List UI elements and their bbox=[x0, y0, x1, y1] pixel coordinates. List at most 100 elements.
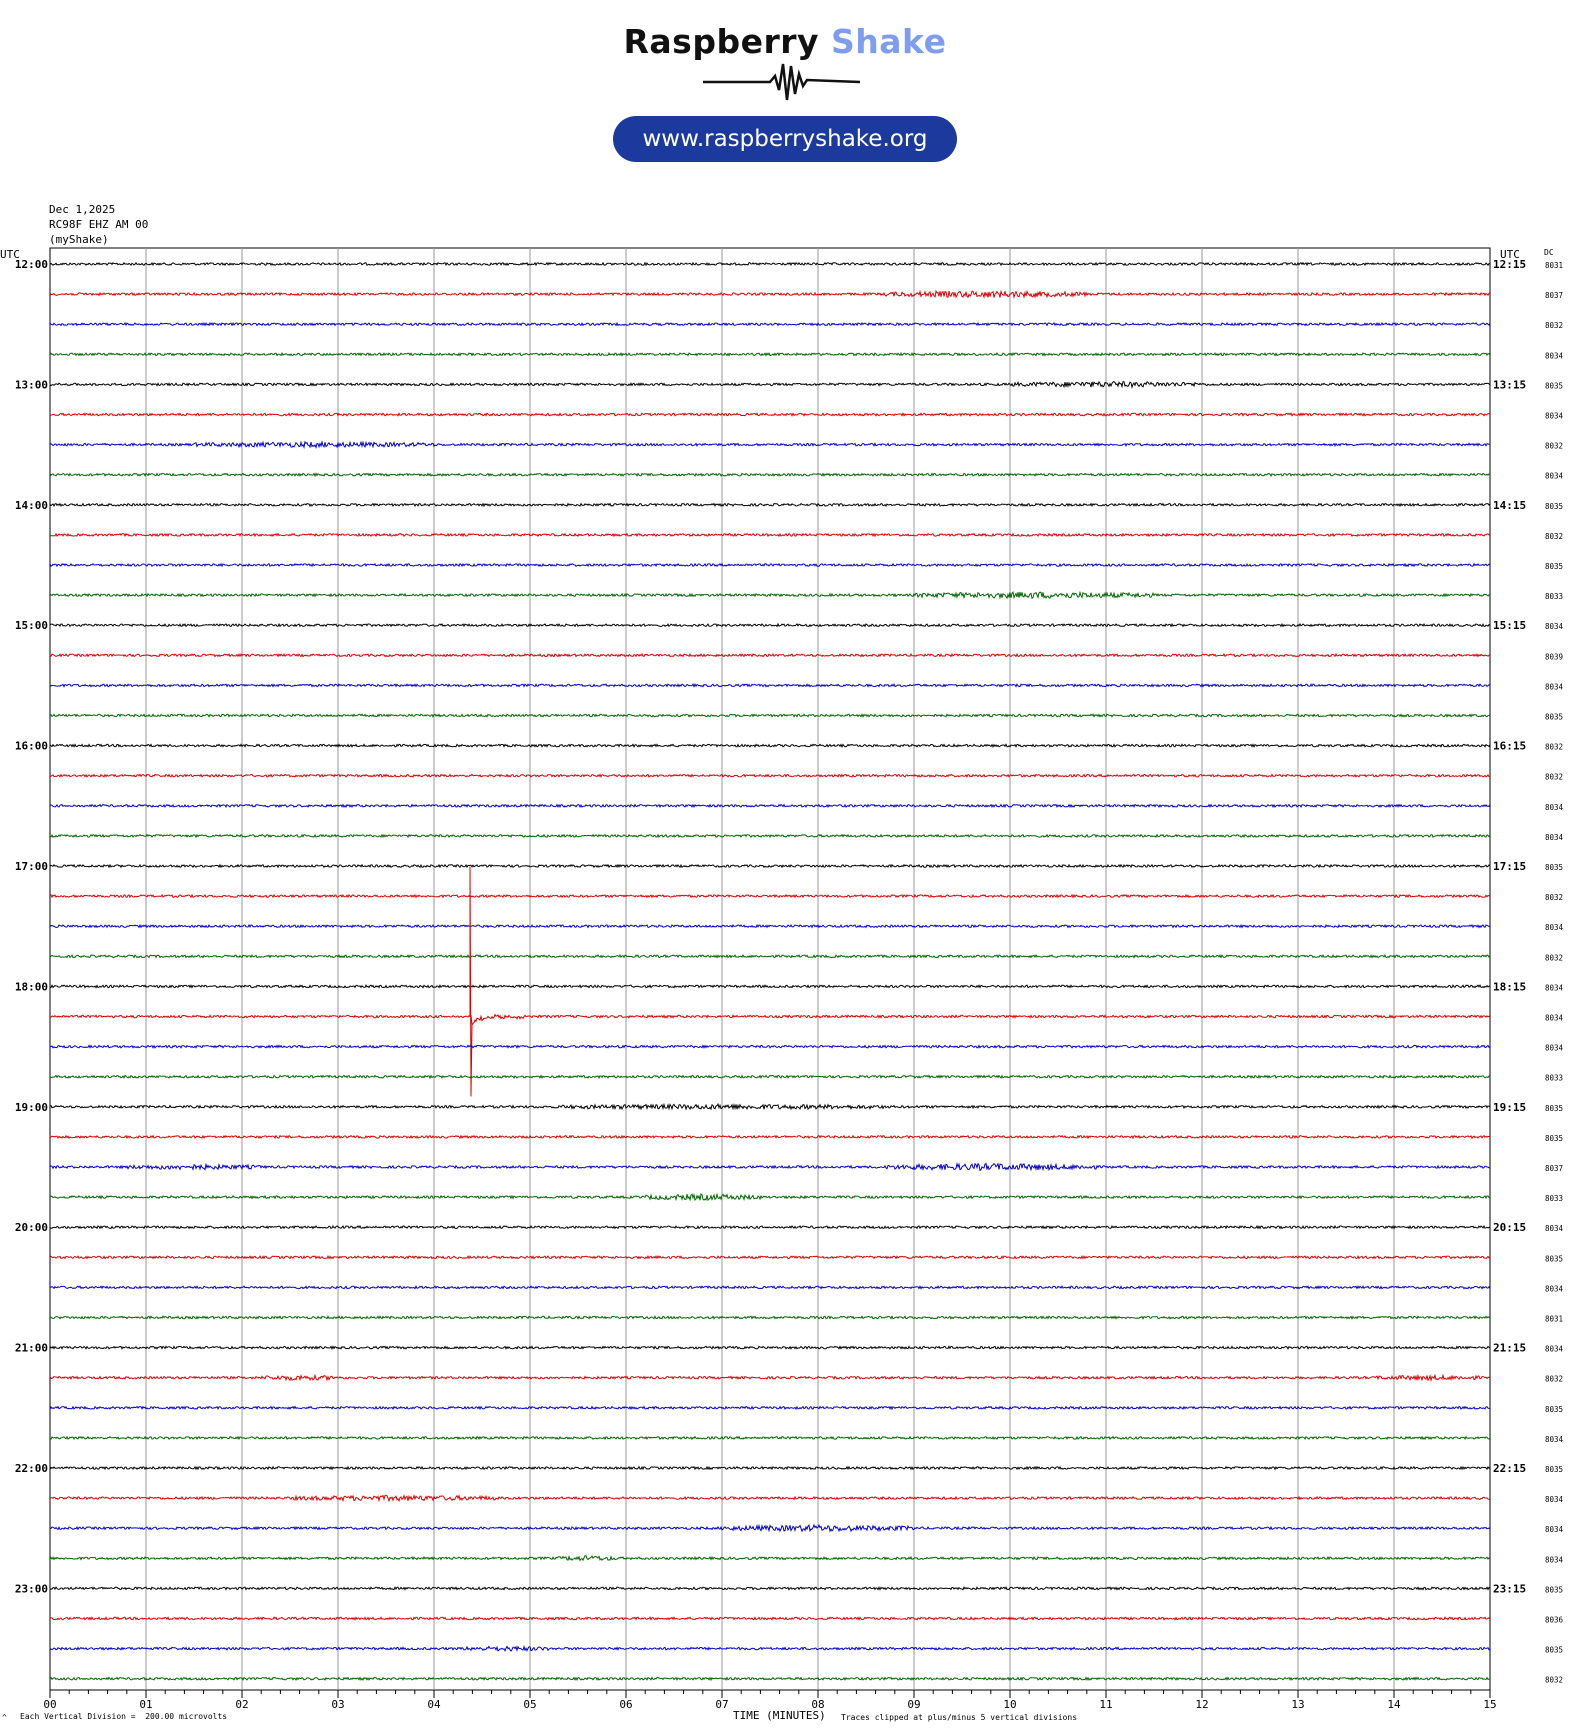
trace-line bbox=[49, 590, 1491, 600]
right-hour-label: 17:15 bbox=[1493, 860, 1526, 873]
trace-line bbox=[49, 622, 1491, 628]
website-url-badge[interactable]: www.raspberryshake.org bbox=[613, 116, 957, 162]
x-tick-label: 11 bbox=[1099, 1698, 1112, 1711]
x-tick-label: 03 bbox=[331, 1698, 344, 1711]
dc-offset-label: 8032 bbox=[1545, 442, 1563, 451]
left-hour-label: 22:00 bbox=[15, 1462, 48, 1475]
right-hour-label: 22:15 bbox=[1493, 1462, 1526, 1475]
left-hour-label: 12:00 bbox=[15, 258, 48, 271]
brand-name-raspberry: Raspberry bbox=[623, 22, 820, 61]
dc-offset-label: 8034 bbox=[1545, 923, 1564, 932]
trace-line bbox=[49, 773, 1491, 778]
dc-offset-label: 8034 bbox=[1545, 622, 1564, 631]
trace-line bbox=[49, 1644, 1491, 1653]
trace-line bbox=[49, 440, 1491, 449]
right-hour-label: 14:15 bbox=[1493, 499, 1526, 512]
trace-line bbox=[49, 1224, 1491, 1230]
left-hour-label: 23:00 bbox=[15, 1582, 48, 1595]
dc-offset-label: 8039 bbox=[1545, 652, 1563, 661]
dc-offset-label: 8035 bbox=[1545, 1646, 1563, 1655]
x-tick-label: 06 bbox=[619, 1698, 632, 1711]
corner-mark: ^ bbox=[2, 1713, 7, 1722]
left-hour-label: 18:00 bbox=[15, 980, 48, 993]
record-date: Dec 1,2025 bbox=[49, 203, 116, 216]
dc-offset-label: 8035 bbox=[1545, 502, 1563, 511]
right-hour-label: 20:15 bbox=[1493, 1221, 1526, 1234]
dc-offset-label: 8032 bbox=[1545, 532, 1563, 541]
x-tick-label: 10 bbox=[1003, 1698, 1016, 1711]
dc-offset-label: 8034 bbox=[1545, 1284, 1564, 1293]
dc-offset-label: 8034 bbox=[1545, 1014, 1564, 1023]
dc-offset-label: 8035 bbox=[1545, 1465, 1563, 1474]
dc-offset-label: 8037 bbox=[1545, 291, 1563, 300]
left-utc-label: UTC bbox=[0, 248, 20, 261]
dc-offset-label: 8032 bbox=[1545, 321, 1563, 330]
dc-offset-label: 8035 bbox=[1545, 863, 1563, 872]
dc-offset-label: 8034 bbox=[1545, 412, 1564, 421]
trace-line bbox=[49, 351, 1491, 357]
x-tick-label: 09 bbox=[907, 1698, 920, 1711]
trace-line bbox=[49, 1676, 1490, 1682]
trace-line bbox=[49, 1586, 1491, 1591]
trace-line bbox=[49, 412, 1491, 417]
dc-offset-label: 8032 bbox=[1545, 743, 1563, 752]
dc-offset-label: 8034 bbox=[1545, 351, 1564, 360]
dc-offset-label: 8033 bbox=[1545, 592, 1563, 601]
trace-line bbox=[49, 1254, 1491, 1260]
dc-offset-label: 8034 bbox=[1545, 833, 1564, 842]
trace-line bbox=[49, 1102, 1491, 1111]
trace-line bbox=[49, 321, 1491, 327]
dc-offset-label: 8037 bbox=[1545, 1164, 1563, 1173]
right-hour-label: 18:15 bbox=[1493, 980, 1526, 993]
trace-line bbox=[50, 1494, 1491, 1503]
trace-line bbox=[49, 1555, 1491, 1562]
x-tick-label: 15 bbox=[1483, 1698, 1496, 1711]
trace-line bbox=[49, 1345, 1491, 1351]
dc-offset-label: 8033 bbox=[1545, 1074, 1563, 1083]
dc-offset-label: 8035 bbox=[1545, 1254, 1563, 1263]
right-hour-label: 21:15 bbox=[1493, 1342, 1526, 1355]
x-tick-label: 14 bbox=[1387, 1698, 1401, 1711]
trace-line bbox=[49, 289, 1491, 300]
dc-offset-label: 8034 bbox=[1545, 1525, 1564, 1534]
trace-line bbox=[49, 1284, 1491, 1290]
brand-name-shake: Shake bbox=[831, 22, 947, 61]
x-tick-label: 08 bbox=[811, 1698, 824, 1711]
dc-offset-label: 8032 bbox=[1545, 953, 1563, 962]
trace-line bbox=[49, 1616, 1491, 1621]
trace-line bbox=[49, 682, 1491, 688]
dc-offset-label: 8034 bbox=[1545, 1224, 1564, 1233]
station-owner: (myShake) bbox=[49, 233, 109, 246]
x-tick-label: 00 bbox=[43, 1698, 56, 1711]
trace-line bbox=[49, 893, 1491, 899]
dc-offset-label: 8035 bbox=[1545, 1134, 1563, 1143]
trace-line bbox=[49, 1134, 1491, 1140]
trace-line bbox=[49, 1074, 1491, 1080]
dc-offset-label: 8033 bbox=[1545, 1194, 1563, 1203]
trace-line bbox=[49, 1373, 1491, 1383]
right-hour-label: 13:15 bbox=[1493, 378, 1526, 391]
dc-offset-label: 8034 bbox=[1545, 682, 1564, 691]
x-tick-label: 13 bbox=[1291, 1698, 1304, 1711]
dc-offset-label: 8032 bbox=[1545, 773, 1563, 782]
brand-title: Raspberry Shake bbox=[0, 22, 1570, 61]
x-tick-label: 04 bbox=[427, 1698, 441, 1711]
x-tick-label: 05 bbox=[523, 1698, 536, 1711]
right-hour-label: 19:15 bbox=[1493, 1101, 1526, 1114]
trace-line bbox=[49, 984, 1491, 989]
trace-line bbox=[49, 743, 1491, 749]
plot-frame bbox=[49, 247, 1491, 1691]
left-hour-label: 13:00 bbox=[15, 378, 48, 391]
dc-offset-label: 8034 bbox=[1545, 1555, 1564, 1564]
left-hour-label: 14:00 bbox=[15, 499, 48, 512]
dc-offset-label: 8032 bbox=[1545, 893, 1563, 902]
trace-line bbox=[49, 866, 1491, 1097]
dc-offset-label: 8035 bbox=[1545, 381, 1563, 390]
dc-column-label: DC bbox=[1544, 248, 1554, 257]
trace-line bbox=[49, 923, 1491, 929]
station-code: RC98F EHZ AM 00 bbox=[49, 218, 149, 231]
dc-offset-label: 8035 bbox=[1545, 562, 1563, 571]
trace-line bbox=[49, 1523, 1491, 1533]
left-hour-label: 16:00 bbox=[15, 740, 48, 753]
dc-offset-label: 8035 bbox=[1545, 1405, 1563, 1414]
